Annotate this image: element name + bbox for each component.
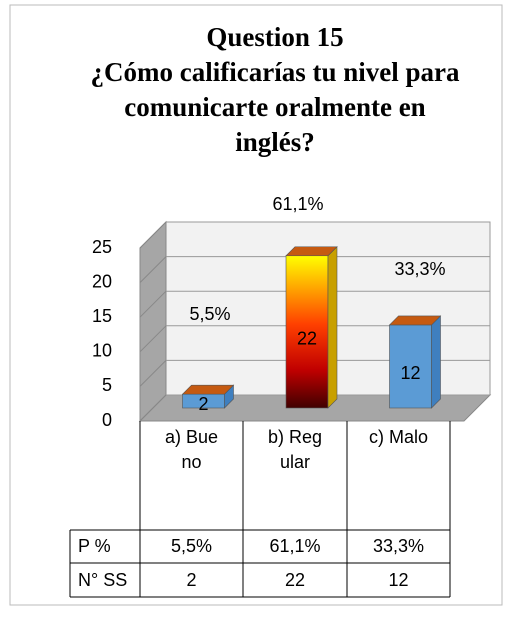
y-tick-label: 25 (92, 237, 112, 257)
bar-top (285, 246, 338, 257)
x-tick-label: c) Malo (368, 427, 428, 447)
grid-line (139, 221, 167, 249)
chart-subtitle: ¿Cómo calificarías tu nivel para comunic… (90, 57, 460, 157)
y-tick-label: 0 (102, 410, 112, 430)
value-label: 22 (297, 329, 317, 349)
x-tick-slot: c) Malo (368, 427, 428, 447)
x-tick-slot: b) Regular (267, 427, 323, 472)
bar-side (327, 246, 338, 409)
y-tick-label: 20 (92, 271, 112, 291)
table-row-label: P % (78, 536, 111, 556)
table-cell: 12 (388, 570, 408, 590)
percent-label: 33,3% (394, 259, 445, 279)
bar (389, 324, 432, 409)
grid-line (139, 290, 167, 318)
bar-side (431, 315, 441, 409)
x-tick-label: a) Bueno (164, 427, 219, 472)
y-tick-label: 5 (102, 375, 112, 395)
bar-top (181, 384, 235, 395)
table-cell: 22 (285, 570, 305, 590)
titles: Question 15 ¿Cómo calificarías tu nivel … (60, 20, 490, 160)
table-row-label: N° SS (78, 570, 127, 590)
x-tick-slot: a) Bueno (164, 427, 219, 472)
chart-title: Question 15 (206, 22, 344, 52)
grid-line (139, 394, 167, 422)
bar-top (388, 315, 442, 326)
grid-line (139, 256, 167, 283)
value-label: 12 (400, 363, 420, 383)
percent-label: 61,1% (272, 194, 323, 214)
table-cell: 33,3% (373, 536, 424, 556)
y-tick-label: 10 (92, 341, 112, 361)
table-cell: 61,1% (269, 536, 320, 556)
value-label: 2 (198, 394, 208, 414)
side-wall (139, 220, 167, 423)
frame (9, 4, 503, 606)
grid-line (139, 325, 167, 353)
table-cell: 2 (186, 570, 196, 590)
table-cell: 5,5% (171, 536, 212, 556)
bar (285, 255, 329, 409)
grid-line (139, 360, 167, 387)
y-tick-label: 15 (92, 306, 112, 326)
x-tick-label: b) Regular (267, 427, 323, 472)
percent-label: 5,5% (189, 304, 230, 324)
